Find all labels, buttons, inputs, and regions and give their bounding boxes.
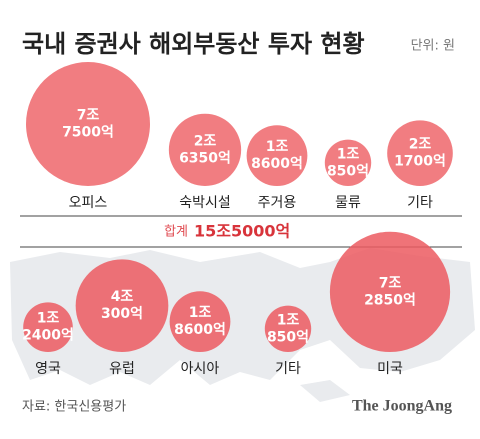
category-label: 오피스 bbox=[69, 195, 108, 211]
value-label: 6350억 bbox=[179, 150, 231, 166]
value-label: 1조 bbox=[277, 312, 300, 328]
category-label: 기타 bbox=[407, 195, 433, 211]
value-label: 8600억 bbox=[174, 322, 226, 338]
value-label: 1조 bbox=[337, 146, 360, 162]
value-label: 7조 bbox=[379, 275, 402, 291]
unit: 단위: 원 bbox=[411, 39, 455, 54]
source: 자료: 한국신용평가 bbox=[22, 400, 126, 415]
value-label: 1조 bbox=[37, 311, 60, 327]
category-label: 물류 bbox=[335, 195, 361, 211]
total-label: 합계 bbox=[164, 225, 188, 240]
value-label: 7500억 bbox=[62, 125, 114, 141]
category-label: 기타 bbox=[275, 361, 301, 377]
value-label: 2400억 bbox=[22, 328, 74, 344]
value-label: 2850억 bbox=[364, 292, 416, 308]
bubble bbox=[169, 291, 231, 352]
category-label: 유럽 bbox=[109, 361, 135, 377]
value-label: 1조 bbox=[189, 305, 212, 321]
bubble bbox=[75, 259, 169, 352]
category-label: 영국 bbox=[35, 361, 61, 377]
value-label: 850억 bbox=[327, 163, 369, 179]
bubble bbox=[168, 113, 242, 186]
total-value: 15조5000억 bbox=[194, 222, 290, 241]
title: 국내 증권사 해외부동산 투자 현황 bbox=[22, 30, 365, 58]
bubble bbox=[264, 305, 312, 352]
value-label: 1조 bbox=[266, 139, 289, 155]
brand: The JoongAng bbox=[352, 398, 452, 415]
value-label: 2조 bbox=[194, 133, 217, 149]
value-label: 7조 bbox=[77, 108, 100, 124]
bubble bbox=[329, 231, 451, 352]
map-land bbox=[300, 380, 350, 402]
value-label: 4조 bbox=[111, 289, 134, 305]
value-label: 2조 bbox=[409, 137, 432, 153]
bubble bbox=[387, 120, 453, 186]
bubble bbox=[246, 125, 308, 186]
category-label: 숙박시설 bbox=[179, 195, 231, 211]
bubble bbox=[26, 62, 150, 186]
category-label: 아시아 bbox=[181, 361, 220, 377]
value-label: 300억 bbox=[101, 306, 143, 322]
value-label: 1700억 bbox=[394, 154, 446, 170]
category-label: 주거용 bbox=[258, 195, 297, 211]
value-label: 8600억 bbox=[251, 156, 303, 172]
value-label: 850억 bbox=[267, 329, 309, 345]
bubble bbox=[23, 302, 73, 353]
bubble bbox=[324, 139, 372, 186]
category-label: 미국 bbox=[377, 361, 403, 377]
